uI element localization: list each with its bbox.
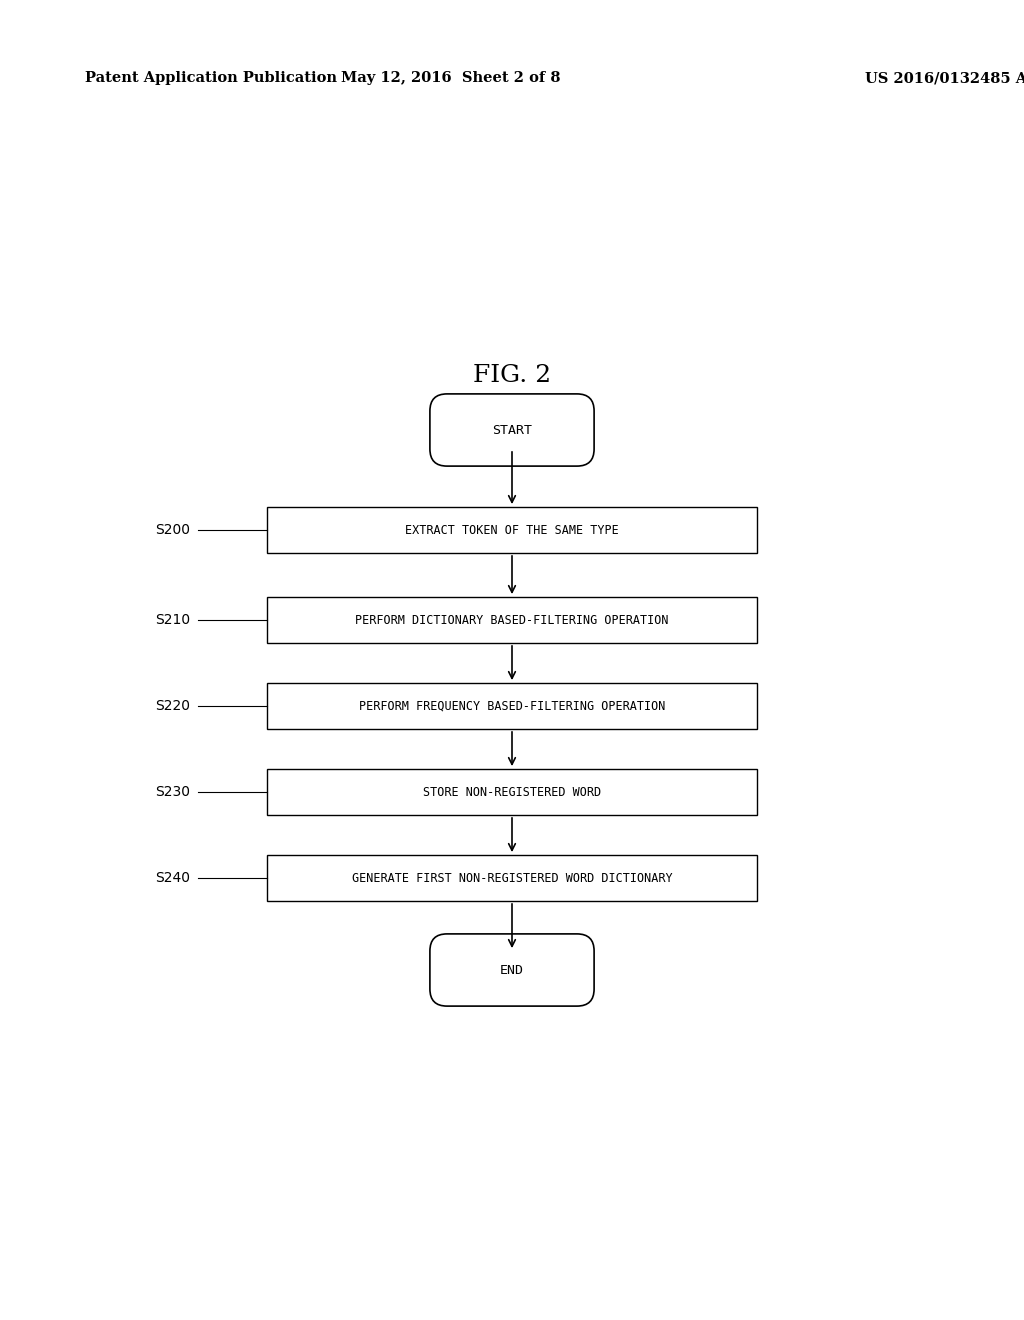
Bar <box>267 770 757 814</box>
FancyBboxPatch shape <box>430 935 594 1006</box>
Bar <box>267 597 757 643</box>
Bar <box>267 507 757 553</box>
Text: S220: S220 <box>155 700 190 713</box>
Text: START: START <box>492 424 532 437</box>
Text: PERFORM DICTIONARY BASED-FILTERING OPERATION: PERFORM DICTIONARY BASED-FILTERING OPERA… <box>355 614 669 627</box>
Text: US 2016/0132485 A1: US 2016/0132485 A1 <box>865 71 1024 84</box>
FancyBboxPatch shape <box>430 393 594 466</box>
Text: S200: S200 <box>155 523 190 537</box>
Text: FIG. 2: FIG. 2 <box>473 363 551 387</box>
Text: S210: S210 <box>155 612 190 627</box>
Bar <box>267 855 757 902</box>
Bar <box>267 682 757 729</box>
Text: GENERATE FIRST NON-REGISTERED WORD DICTIONARY: GENERATE FIRST NON-REGISTERED WORD DICTI… <box>351 871 673 884</box>
Text: END: END <box>500 964 524 977</box>
Text: S230: S230 <box>155 785 190 799</box>
Text: S240: S240 <box>155 871 190 884</box>
Text: PERFORM FREQUENCY BASED-FILTERING OPERATION: PERFORM FREQUENCY BASED-FILTERING OPERAT… <box>358 700 666 713</box>
Text: May 12, 2016  Sheet 2 of 8: May 12, 2016 Sheet 2 of 8 <box>341 71 560 84</box>
Text: EXTRACT TOKEN OF THE SAME TYPE: EXTRACT TOKEN OF THE SAME TYPE <box>406 524 618 536</box>
Text: STORE NON-REGISTERED WORD: STORE NON-REGISTERED WORD <box>423 785 601 799</box>
Text: Patent Application Publication: Patent Application Publication <box>85 71 337 84</box>
